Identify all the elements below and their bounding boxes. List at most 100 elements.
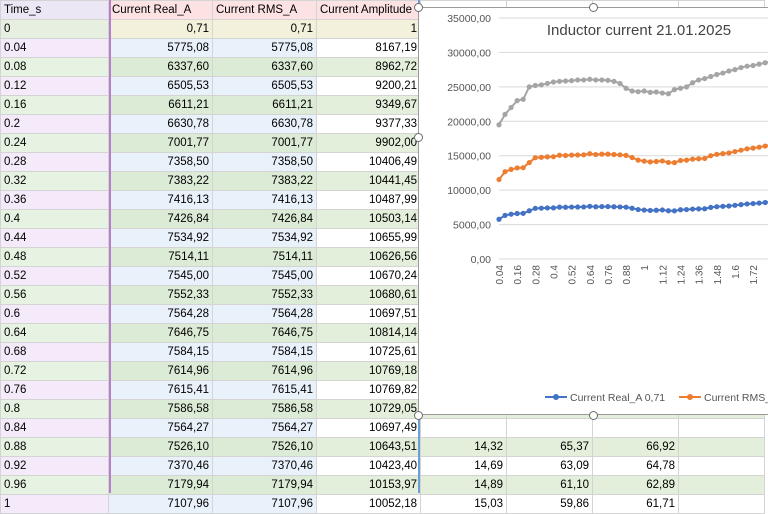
cell[interactable]: 0.64 [0, 323, 109, 343]
resize-handle[interactable] [414, 133, 423, 142]
cell[interactable]: 6611,21 [212, 95, 317, 115]
cell[interactable]: 0.84 [0, 418, 109, 438]
cell[interactable] [678, 418, 765, 438]
cell[interactable]: 7370,46 [108, 456, 213, 476]
cell[interactable]: 7614,96 [108, 361, 213, 381]
cell[interactable]: 0.32 [0, 171, 109, 191]
cell[interactable]: 0.68 [0, 342, 109, 362]
cell[interactable]: 14,69 [420, 456, 507, 476]
cell[interactable]: 0.72 [0, 361, 109, 381]
cell[interactable]: 6630,78 [212, 114, 317, 134]
table-row[interactable]: 1 7107,96 7107,96 10052,18 15,03 59,86 61,71 [0, 494, 765, 514]
cell[interactable]: 6505,53 [108, 76, 213, 96]
cell[interactable]: 7646,75 [212, 323, 317, 343]
cell[interactable] [678, 456, 765, 476]
cell[interactable]: 7001,77 [108, 133, 213, 153]
cell[interactable]: 10487,99 [316, 190, 421, 210]
cell[interactable] [506, 418, 593, 438]
cell[interactable]: 7534,92 [108, 228, 213, 248]
cell[interactable]: 7564,28 [108, 304, 213, 324]
cell[interactable]: 0.08 [0, 57, 109, 77]
cell[interactable]: 7383,22 [212, 171, 317, 191]
cell[interactable]: 7370,46 [212, 456, 317, 476]
cell[interactable]: 7514,11 [212, 247, 317, 267]
cell[interactable]: 0.36 [0, 190, 109, 210]
cell[interactable]: 10423,40 [316, 456, 421, 476]
cell[interactable]: 9902,00 [316, 133, 421, 153]
cell[interactable]: 7564,27 [108, 418, 213, 438]
cell[interactable]: 6611,21 [108, 95, 213, 115]
cell[interactable]: 65,37 [506, 437, 593, 457]
cell[interactable]: 1 [0, 494, 109, 514]
cell[interactable]: 8167,19 [316, 38, 421, 58]
cell[interactable]: 7358,50 [212, 152, 317, 172]
cell[interactable]: 0.4 [0, 209, 109, 229]
cell[interactable]: 9377,33 [316, 114, 421, 134]
cell[interactable]: 0.8 [0, 399, 109, 419]
table-row[interactable]: 0.92 7370,46 7370,46 10423,40 14,69 63,09 64,7… [0, 456, 765, 476]
cell[interactable]: 62,89 [592, 475, 679, 495]
cell[interactable] [678, 437, 765, 457]
cell[interactable]: 0,71 [212, 19, 317, 39]
cell[interactable]: 10441,45 [316, 171, 421, 191]
cell[interactable] [420, 418, 507, 438]
cell[interactable]: 6337,60 [108, 57, 213, 77]
cell[interactable]: 7564,28 [212, 304, 317, 324]
cell[interactable]: 7584,15 [212, 342, 317, 362]
cell[interactable]: 7615,41 [212, 380, 317, 400]
cell[interactable]: 14,89 [420, 475, 507, 495]
cell[interactable]: 0.12 [0, 76, 109, 96]
cell[interactable]: 10503,14 [316, 209, 421, 229]
cell[interactable]: 10697,49 [316, 418, 421, 438]
cell[interactable]: 7564,27 [212, 418, 317, 438]
cell[interactable]: 7514,11 [108, 247, 213, 267]
cell[interactable]: 7179,94 [212, 475, 317, 495]
cell[interactable]: 7615,41 [108, 380, 213, 400]
table-row[interactable]: 0.84 7564,27 7564,27 10697,49 [0, 418, 765, 438]
resize-handle[interactable] [414, 3, 423, 12]
cell[interactable]: 0 [0, 19, 109, 39]
cell[interactable]: 7001,77 [212, 133, 317, 153]
cell[interactable]: 10406,49 [316, 152, 421, 172]
cell[interactable]: 6630,78 [108, 114, 213, 134]
cell[interactable]: Time_s [0, 0, 109, 20]
cell[interactable]: Current RMS_A [212, 0, 317, 20]
cell[interactable]: 10769,82 [316, 380, 421, 400]
cell[interactable]: 0.6 [0, 304, 109, 324]
cell[interactable]: 6337,60 [212, 57, 317, 77]
cell[interactable]: 7383,22 [108, 171, 213, 191]
cell[interactable]: 0.44 [0, 228, 109, 248]
cell[interactable]: 7107,96 [108, 494, 213, 514]
resize-handle[interactable] [589, 411, 598, 420]
cell[interactable]: 10725,61 [316, 342, 421, 362]
resize-handle[interactable] [589, 3, 598, 12]
cell[interactable]: 7552,33 [108, 285, 213, 305]
cell[interactable]: 7552,33 [212, 285, 317, 305]
cell[interactable]: 7584,15 [108, 342, 213, 362]
cell[interactable]: 10153,97 [316, 475, 421, 495]
cell[interactable] [678, 494, 765, 514]
cell[interactable]: 6505,53 [212, 76, 317, 96]
cell[interactable]: 7426,84 [108, 209, 213, 229]
cell[interactable]: 66,92 [592, 437, 679, 457]
table-row[interactable]: 0.88 7526,10 7526,10 10643,51 14,32 65,37 66,9… [0, 437, 765, 457]
cell[interactable]: 7526,10 [108, 437, 213, 457]
cell[interactable]: 10670,24 [316, 266, 421, 286]
cell[interactable]: 61,10 [506, 475, 593, 495]
cell[interactable]: 0.48 [0, 247, 109, 267]
cell[interactable]: 10680,61 [316, 285, 421, 305]
cell[interactable]: 9200,21 [316, 76, 421, 96]
cell[interactable]: Current Amplitude [316, 0, 421, 20]
cell[interactable]: 14,32 [420, 437, 507, 457]
cell[interactable]: 7545,00 [108, 266, 213, 286]
cell[interactable]: 0.96 [0, 475, 109, 495]
cell[interactable]: 0.76 [0, 380, 109, 400]
cell[interactable]: 0.04 [0, 38, 109, 58]
cell[interactable]: 10814,14 [316, 323, 421, 343]
cell[interactable]: 7614,96 [212, 361, 317, 381]
line-chart[interactable]: Inductor current 21.01.2025 0,00 5000,00 1… [414, 3, 768, 420]
cell[interactable]: 7358,50 [108, 152, 213, 172]
cell[interactable]: 10729,05 [316, 399, 421, 419]
cell[interactable]: 0,71 [108, 19, 213, 39]
cell[interactable]: 10697,51 [316, 304, 421, 324]
